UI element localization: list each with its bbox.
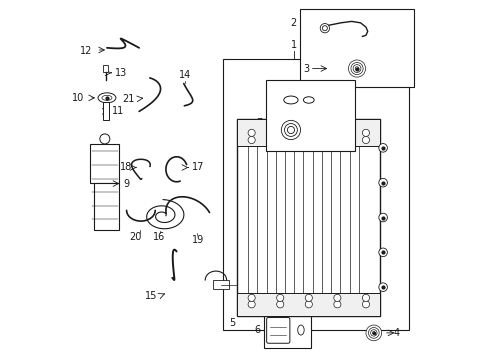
Bar	[264, 312, 310, 348]
Circle shape	[362, 301, 369, 308]
Text: 10: 10	[72, 93, 84, 103]
Text: 16: 16	[152, 232, 164, 242]
Text: 5: 5	[229, 318, 235, 328]
Bar	[213, 280, 229, 289]
Circle shape	[305, 294, 312, 301]
Circle shape	[367, 328, 378, 338]
Text: 21: 21	[122, 94, 135, 104]
Circle shape	[362, 136, 369, 144]
Bar	[103, 102, 108, 120]
Circle shape	[378, 213, 386, 222]
Circle shape	[247, 129, 255, 136]
Bar	[223, 59, 408, 330]
Bar	[103, 65, 107, 72]
Ellipse shape	[98, 93, 116, 103]
Circle shape	[354, 67, 358, 70]
Ellipse shape	[303, 97, 313, 103]
Text: 6: 6	[254, 325, 260, 335]
Text: 2: 2	[289, 18, 296, 28]
Bar	[90, 144, 119, 183]
Text: 1: 1	[290, 40, 296, 50]
Text: 7: 7	[256, 118, 262, 128]
Circle shape	[276, 136, 283, 144]
Text: 14: 14	[179, 70, 191, 80]
Circle shape	[378, 248, 386, 257]
Text: 18: 18	[120, 162, 132, 172]
Circle shape	[276, 294, 283, 301]
Circle shape	[352, 64, 360, 72]
Bar	[237, 119, 380, 146]
Text: 9: 9	[123, 179, 129, 189]
Circle shape	[378, 144, 386, 152]
Circle shape	[320, 23, 329, 33]
Circle shape	[305, 129, 312, 136]
Bar	[265, 80, 354, 152]
Ellipse shape	[297, 325, 304, 335]
Circle shape	[333, 294, 340, 301]
Text: 8: 8	[346, 95, 353, 105]
Text: 11: 11	[112, 107, 124, 116]
Text: 13: 13	[115, 68, 127, 78]
Text: 20: 20	[129, 232, 142, 242]
Circle shape	[378, 283, 386, 292]
Bar	[237, 119, 380, 316]
Text: 19: 19	[192, 235, 204, 246]
Circle shape	[247, 301, 255, 308]
Circle shape	[362, 129, 369, 136]
Circle shape	[348, 60, 365, 77]
Circle shape	[247, 136, 255, 144]
Text: 15: 15	[144, 291, 157, 301]
Circle shape	[305, 301, 312, 308]
Circle shape	[305, 136, 312, 144]
Circle shape	[247, 294, 255, 301]
Text: 4: 4	[393, 328, 399, 338]
Circle shape	[276, 301, 283, 308]
FancyBboxPatch shape	[266, 318, 289, 343]
Circle shape	[322, 26, 326, 31]
Circle shape	[276, 129, 283, 136]
Circle shape	[333, 136, 340, 144]
Bar	[94, 183, 119, 230]
Ellipse shape	[283, 96, 298, 104]
Circle shape	[287, 126, 294, 134]
Circle shape	[284, 123, 297, 136]
Circle shape	[365, 325, 381, 341]
Circle shape	[372, 332, 374, 334]
Bar	[299, 9, 413, 87]
Circle shape	[333, 301, 340, 308]
Text: 3: 3	[303, 64, 309, 73]
Text: 17: 17	[192, 162, 204, 172]
Circle shape	[281, 120, 300, 140]
Circle shape	[100, 134, 110, 144]
Bar	[237, 293, 380, 316]
Circle shape	[362, 294, 369, 301]
Circle shape	[350, 63, 363, 75]
Circle shape	[378, 179, 386, 187]
Ellipse shape	[102, 95, 112, 100]
Circle shape	[333, 129, 340, 136]
Text: 12: 12	[80, 46, 92, 56]
Circle shape	[370, 330, 376, 336]
